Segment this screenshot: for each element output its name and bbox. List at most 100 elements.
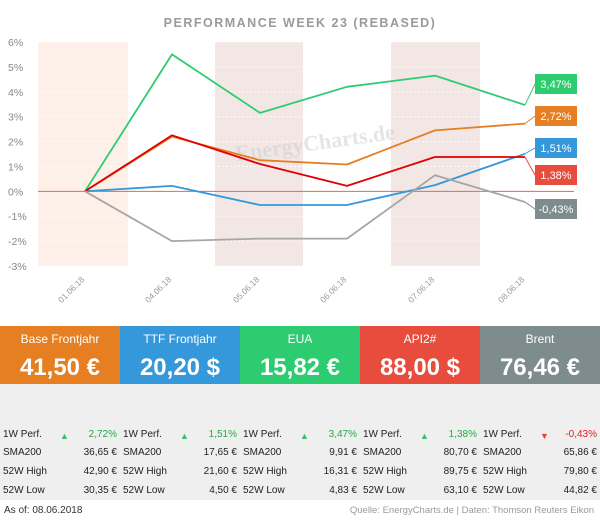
price-card: EUA 15,82 € [240, 326, 360, 384]
series-line-1 [84, 122, 526, 193]
stat-value: 79,80 € [563, 466, 597, 477]
stat-label: 52W Low [123, 485, 165, 496]
label-connector [524, 115, 536, 125]
label-connector [524, 156, 536, 176]
card-name: EUA [287, 332, 313, 346]
card-name: TTF Frontjahr [143, 332, 217, 346]
series-line-0 [84, 53, 526, 192]
stat-label: 1W Perf. [123, 429, 162, 440]
stat-value: 17,65 € [203, 447, 237, 458]
band-0 [38, 42, 128, 266]
price-card: Base Frontjahr 41,50 € [0, 326, 120, 384]
card-name: Brent [525, 332, 555, 346]
x-tick-label: 06.06.18 [318, 274, 349, 305]
end-label-text: -0,43% [539, 204, 574, 216]
low-52w-row: 52W Low 63,10 € [363, 485, 477, 501]
stat-value: 30,35 € [83, 485, 117, 496]
high-52w-row: 52W High 21,60 € [123, 466, 237, 482]
price-cards: Base Frontjahr 41,50 € TTF Frontjahr 20,20 … [0, 326, 600, 384]
low-52w-row: 52W Low 4,83 € [243, 485, 357, 501]
stat-value: 63,10 € [443, 485, 477, 496]
price-card: API2# 88,00 $ [360, 326, 480, 384]
perf-row: 1W Perf. ▼ -0,43% [483, 429, 597, 445]
label-connector [524, 201, 536, 210]
low-52w-row: 52W Low 44,82 € [483, 485, 597, 501]
perf-row: 1W Perf. ▲ 1,51% [123, 429, 237, 445]
end-label-text: 1,51% [540, 143, 571, 155]
end-label-box [535, 199, 577, 219]
card-value: 88,00 $ [379, 354, 461, 381]
x-tick-label: 04.06.18 [143, 274, 174, 305]
series-line-3 [84, 134, 525, 193]
source-credit: Quelle: EnergyCharts.de | Daten: Thomson… [349, 505, 594, 516]
y-tick-label: 3% [8, 112, 23, 124]
y-tick-label: 6% [8, 37, 23, 49]
perf-row: 1W Perf. ▲ 3,47% [243, 429, 357, 445]
card-value: 20,20 $ [139, 354, 221, 381]
stat-value: 1,38% [448, 429, 477, 440]
x-tick-label: 05.06.18 [231, 274, 262, 305]
price-card: TTF Frontjahr 20,20 $ [120, 326, 240, 384]
stats-column: 1W Perf. ▼ -0,43% SMA200 65,86 € 52W High 79,8… [480, 384, 600, 500]
series-end-labels: 3,47% 2,72% 1,51% 1,38% -0,43% [524, 74, 577, 219]
end-label-text: 2,72% [540, 111, 571, 123]
stat-value: 4,50 € [209, 485, 237, 496]
triangle-up-icon: ▲ [420, 431, 429, 441]
card-value: 76,46 € [499, 354, 581, 381]
stat-value: 4,83 € [329, 485, 357, 496]
sma200-row: SMA200 9,91 € [243, 447, 357, 463]
perf-row: 1W Perf. ▲ 2,72% [3, 429, 117, 445]
end-label-box [535, 138, 577, 158]
stat-value: -0,43% [565, 429, 597, 440]
label-connector [524, 83, 536, 106]
stats-column: 1W Perf. ▲ 2,72% SMA200 36,65 € 52W High 42,90… [0, 384, 120, 500]
performance-chart: EnergyCharts.de 6%5%4%3%2%1%0%-1%-2%-3% … [8, 37, 577, 305]
stat-label: SMA200 [243, 447, 282, 458]
end-label-text: 3,47% [540, 79, 571, 91]
end-label-text: 1,38% [540, 170, 571, 182]
x-tick-label: 07.06.18 [406, 274, 437, 305]
stat-label: 52W Low [243, 485, 285, 496]
sma200-row: SMA200 65,86 € [483, 447, 597, 463]
stat-label: 52W Low [363, 485, 405, 496]
card-name: API2# [403, 332, 437, 346]
y-tick-label: 2% [8, 137, 23, 149]
stat-label: 52W High [3, 466, 47, 477]
triangle-up-icon: ▲ [60, 431, 69, 441]
end-label-box [535, 165, 577, 185]
y-tick-label: 4% [8, 87, 23, 99]
stat-value: 42,90 € [83, 466, 117, 477]
stat-value: 16,31 € [323, 466, 357, 477]
stat-label: 52W High [483, 466, 527, 477]
y-axis-ticks: 6% 5% 4% 3% 2% 1% 0% -1% -2% -3% [8, 37, 27, 273]
triangle-up-icon: ▲ [300, 431, 309, 441]
y-tick-label: -1% [8, 211, 27, 223]
sma200-row: SMA200 17,65 € [123, 447, 237, 463]
end-label-box [535, 74, 577, 94]
stat-value: 9,91 € [329, 447, 357, 458]
grid-lines [38, 41, 574, 267]
stat-value: 80,70 € [443, 447, 477, 458]
sma200-row: SMA200 36,65 € [3, 447, 117, 463]
stat-value: 2,72% [88, 429, 117, 440]
end-label-box [535, 106, 577, 126]
stat-value: 1,51% [208, 429, 237, 440]
stat-value: 36,65 € [83, 447, 117, 458]
stat-label: SMA200 [483, 447, 522, 458]
series-line-4 [84, 174, 526, 243]
label-connector [524, 147, 536, 155]
stat-label: SMA200 [363, 447, 402, 458]
stat-label: 1W Perf. [3, 429, 42, 440]
card-value: 15,82 € [259, 354, 341, 381]
stat-value: 65,86 € [563, 447, 597, 458]
stat-value: 3,47% [328, 429, 357, 440]
x-tick-label: 08.06.18 [496, 274, 527, 305]
stats-table: 1W Perf. ▲ 2,72% SMA200 36,65 € 52W High 42,90… [0, 384, 600, 500]
perf-row: 1W Perf. ▲ 1,38% [363, 429, 477, 445]
as-of-date: As of: 08.06.2018 [4, 505, 83, 516]
stats-column: 1W Perf. ▲ 1,38% SMA200 80,70 € 52W High 89,75… [360, 384, 480, 500]
low-52w-row: 52W Low 30,35 € [3, 485, 117, 501]
stat-value: 21,60 € [203, 466, 237, 477]
stat-label: 52W High [243, 466, 287, 477]
stat-label: 1W Perf. [363, 429, 402, 440]
